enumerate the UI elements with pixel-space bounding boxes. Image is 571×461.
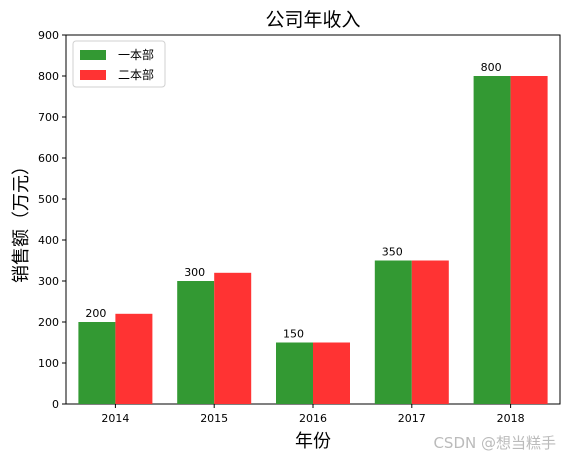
y-tick-label: 100 <box>38 357 59 370</box>
bar-series1-2017 <box>374 260 412 404</box>
bar-series1-2018 <box>473 76 511 404</box>
y-tick-label: 300 <box>38 275 59 288</box>
y-tick-label: 700 <box>38 111 59 124</box>
legend-entry: 二本部 <box>118 67 154 82</box>
data-label: 200 <box>85 307 106 320</box>
bar-series2-2016 <box>313 342 350 404</box>
data-label: 300 <box>184 266 205 279</box>
legend-entry: 一本部 <box>118 47 154 62</box>
x-tick-label: 2016 <box>299 412 327 425</box>
y-tick-label: 500 <box>38 193 59 206</box>
x-tick-label: 2017 <box>398 412 426 425</box>
bar-series1-2014 <box>78 322 116 404</box>
bar-series2-2014 <box>115 313 153 404</box>
x-tick-label: 2015 <box>200 412 228 425</box>
x-tick-label: 2014 <box>101 412 129 425</box>
y-tick-label: 200 <box>38 316 59 329</box>
y-tick-label: 900 <box>38 29 59 42</box>
data-label: 800 <box>481 61 502 74</box>
bar-series1-2015 <box>177 281 215 404</box>
y-tick-label: 800 <box>38 70 59 83</box>
legend-swatch <box>80 50 106 60</box>
data-label: 350 <box>382 246 403 259</box>
y-tick-label: 400 <box>38 234 59 247</box>
y-tick-label: 0 <box>52 398 59 411</box>
y-axis-label: 销售额（万元） <box>11 157 32 283</box>
data-label: 150 <box>283 328 304 341</box>
y-tick-label: 600 <box>38 152 59 165</box>
bar-series2-2018 <box>510 76 548 404</box>
bar-series2-2015 <box>214 272 252 404</box>
bar-series1-2016 <box>276 342 313 404</box>
watermark-text: CSDN @想当糕手 <box>433 434 556 452</box>
bar-series2-2017 <box>411 260 449 404</box>
plot-area: 0 100 200 300 400 500 600 700 800 900 2014 200 2015 3… <box>38 29 561 425</box>
legend-swatch <box>80 70 106 80</box>
x-tick-label: 2018 <box>497 412 525 425</box>
x-axis-label: 年份 <box>295 431 331 452</box>
chart-title: 公司年收入 <box>265 9 360 31</box>
